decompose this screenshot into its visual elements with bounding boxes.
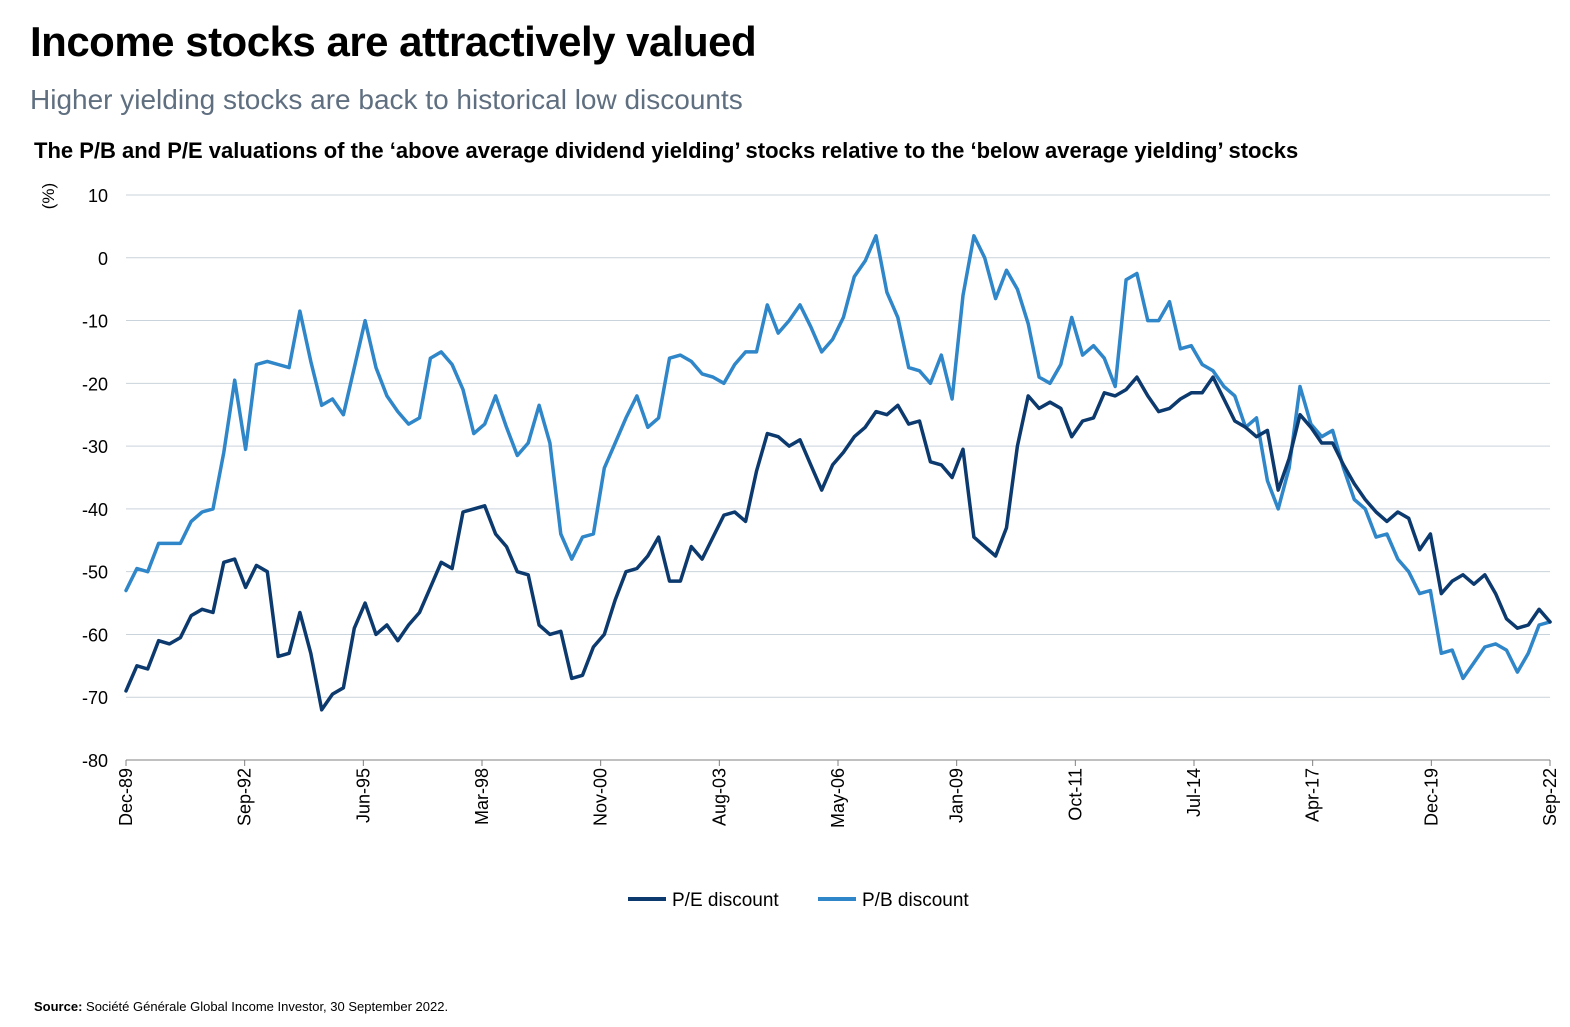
x-tick-label: Sep-92 [235, 768, 255, 826]
x-tick-label: Mar-98 [472, 768, 492, 825]
x-tick-label: Jan-09 [947, 768, 967, 823]
y-tick-label: -10 [82, 312, 108, 332]
page-title: Income stocks are attractively valued [30, 18, 757, 65]
y-tick-label: -70 [82, 688, 108, 708]
y-axis: 10 0 -10 -20 -30 -40 -50 -60 -70 -80 [82, 186, 108, 771]
y-tick-label: -30 [82, 437, 108, 457]
y-tick-label: -50 [82, 563, 108, 583]
source-label: Source: [34, 999, 83, 1014]
y-axis-label: (%) [39, 183, 58, 209]
x-tick-label: Jul-14 [1184, 768, 1204, 817]
legend: P/E discount P/B discount [628, 890, 969, 911]
x-tick-label: Dec-89 [116, 768, 136, 826]
x-tick-label: May-06 [828, 768, 848, 828]
x-tick-label: Nov-00 [591, 768, 611, 826]
x-axis: Dec-89 Sep-92 Jun-95 Mar-98 Nov-00 Aug-03 May-… [116, 760, 1560, 828]
series-line-pb-discount [124, 234, 1552, 681]
grid-lines [126, 194, 1550, 761]
x-tick-label: Aug-03 [709, 768, 729, 826]
legend-label-pe: P/E discount [672, 890, 779, 911]
series-line-pe-discount [124, 375, 1552, 712]
x-tick-label: Dec-19 [1421, 768, 1441, 826]
series-lines [124, 234, 1552, 712]
source-text: Société Générale Global Income Investor,… [86, 999, 449, 1014]
y-tick-label: 10 [88, 186, 108, 206]
y-tick-label: 0 [98, 249, 108, 269]
x-tick-label: Jun-95 [353, 768, 373, 823]
chart-title: The P/B and P/E valuations of the ‘above… [34, 138, 1299, 163]
y-tick-label: -60 [82, 625, 108, 645]
x-tick-label: Oct-11 [1065, 768, 1085, 821]
source-note: Source: Société Générale Global Income I… [34, 999, 448, 1014]
page-subtitle: Higher yielding stocks are back to histo… [30, 84, 743, 115]
y-tick-label: -80 [82, 751, 108, 771]
x-tick-label: Sep-22 [1540, 768, 1560, 826]
legend-label-pb: P/B discount [862, 890, 969, 911]
x-tick-label: Apr-17 [1303, 768, 1323, 822]
y-tick-label: -20 [82, 374, 108, 394]
line-chart: 10 0 -10 -20 -30 -40 -50 -60 -70 -80 (%) Dec-89 Se… [39, 183, 1560, 911]
y-tick-label: -40 [82, 500, 108, 520]
